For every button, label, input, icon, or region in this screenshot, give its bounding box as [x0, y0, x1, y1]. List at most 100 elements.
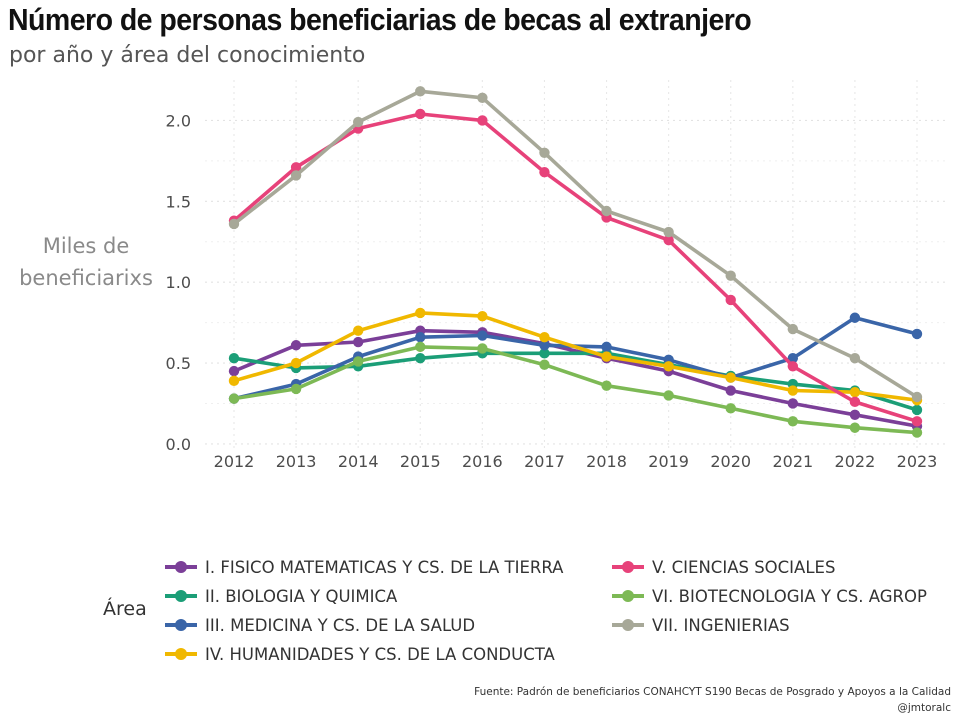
data-point [228, 393, 240, 404]
y-tick-label: 2.0 [166, 111, 191, 130]
data-point [849, 422, 861, 433]
x-tick-label: 2013 [276, 452, 317, 471]
x-tick-label: 2012 [214, 452, 255, 471]
chart-subtitle: por año y área del conocimiento [9, 43, 366, 68]
series-group [228, 108, 923, 427]
x-tick-label: 2021 [772, 452, 813, 471]
data-point [787, 323, 799, 335]
data-point [477, 92, 488, 103]
y-tick-label: 1.0 [166, 273, 191, 292]
data-point [228, 218, 240, 230]
data-point [911, 328, 923, 340]
x-tick-label: 2015 [400, 452, 441, 471]
data-point [725, 294, 736, 306]
x-tick-label: 2019 [648, 452, 689, 471]
data-point [415, 352, 426, 364]
data-point [228, 352, 240, 364]
source-caption: Fuente: Padrón de beneficiarios CONAHCYT… [474, 684, 951, 716]
data-point [663, 390, 674, 401]
data-point [228, 365, 240, 377]
data-point [290, 383, 302, 395]
data-point [477, 330, 488, 341]
data-point [539, 331, 550, 343]
data-point [415, 341, 426, 353]
x-tick-label: 2018 [586, 452, 627, 471]
x-tick-label: 2017 [524, 452, 565, 471]
y-axis-label-line-2: beneficiarixs [19, 266, 153, 290]
data-point [415, 86, 426, 97]
data-point [290, 340, 302, 351]
data-point [787, 361, 799, 372]
data-point [663, 234, 674, 246]
data-point [725, 372, 736, 383]
source-text: Fuente: Padrón de beneficiarios CONAHCYT… [474, 686, 951, 698]
data-point [787, 416, 799, 427]
series-line [232, 89, 919, 399]
x-tick-label: 2023 [897, 452, 938, 471]
y-axis-label-line-1: Miles de [43, 234, 130, 258]
data-point [601, 380, 612, 391]
x-tick-label: 2020 [710, 452, 751, 471]
series-line [232, 112, 919, 424]
x-tick-label: 2014 [338, 452, 379, 471]
data-point [601, 341, 612, 353]
data-point [415, 307, 426, 319]
data-point [539, 359, 550, 370]
data-point [352, 356, 364, 367]
data-point [290, 170, 302, 181]
data-point [228, 375, 240, 387]
data-point [911, 391, 923, 403]
data-point [290, 357, 302, 369]
data-point [415, 331, 426, 343]
series-line [232, 328, 919, 428]
series-group [228, 86, 923, 403]
data-point [725, 385, 736, 396]
data-point [849, 352, 861, 364]
data-point [415, 108, 426, 120]
data-point [849, 409, 861, 420]
data-point [787, 385, 799, 396]
data-point [601, 205, 612, 217]
axes: 0.0 0.5 1.0 1.5 2.0 2012 2013 2014 2015 2016 2017 2… [166, 111, 938, 471]
data-point [477, 310, 488, 322]
data-point [477, 343, 488, 354]
data-point [290, 162, 302, 173]
data-point [663, 361, 674, 372]
data-point [725, 403, 736, 414]
legend-title: Área [103, 598, 147, 620]
data-point [352, 336, 364, 348]
series-lines [228, 86, 923, 438]
x-tick-label: 2022 [835, 452, 876, 471]
data-point [725, 270, 736, 281]
author-handle: @jmtoralc [897, 702, 951, 714]
y-tick-label: 1.5 [166, 192, 191, 211]
grid-lines [205, 80, 945, 452]
series-group [228, 307, 923, 406]
x-tick-label: 2016 [462, 452, 503, 471]
data-point [539, 348, 550, 359]
series-group [228, 325, 923, 432]
series-line [232, 311, 919, 403]
chart-title: Número de personas beneficiarias de beca… [8, 2, 752, 37]
data-point [539, 166, 550, 178]
data-point [352, 116, 364, 128]
data-point [911, 404, 923, 416]
data-point [539, 340, 550, 351]
data-point [911, 427, 923, 438]
data-point [787, 352, 799, 364]
data-point [849, 386, 861, 398]
data-point [911, 416, 923, 427]
y-tick-label: 0.5 [166, 354, 191, 373]
series-group [228, 341, 923, 438]
y-tick-label: 0.0 [166, 435, 191, 454]
data-point [849, 312, 861, 323]
data-point [477, 115, 488, 126]
series-line [232, 351, 919, 412]
data-point [539, 147, 550, 158]
data-point [663, 226, 674, 238]
data-point [787, 398, 799, 409]
data-point [849, 396, 861, 408]
data-point [352, 325, 364, 336]
data-point [601, 351, 612, 362]
